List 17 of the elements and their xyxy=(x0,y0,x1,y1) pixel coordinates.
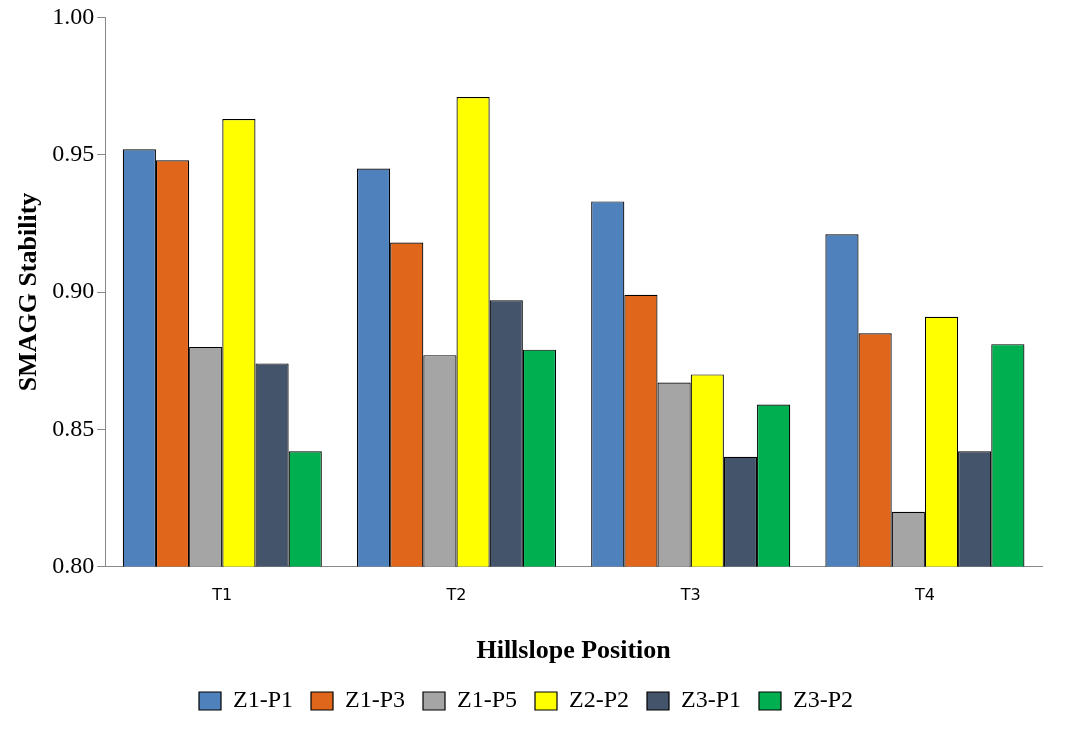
y-tick-label: 0.80 xyxy=(52,551,95,578)
legend-label: Z1-P5 xyxy=(457,686,517,713)
legend-label: Z1-P3 xyxy=(345,686,405,713)
legend-label: Z3-P2 xyxy=(793,686,853,713)
y-tick-label: 1.00 xyxy=(52,2,95,29)
y-tick-label: 0.95 xyxy=(52,140,95,166)
y-tick-label: 0.85 xyxy=(52,414,95,441)
legend-label: Z1-P1 xyxy=(233,686,293,713)
x-tick-label: T4 xyxy=(913,585,935,605)
legend-label: Z3-P1 xyxy=(681,686,741,713)
x-tick-label: T2 xyxy=(445,585,467,605)
x-tick-label: T3 xyxy=(679,585,701,605)
y-tick-label: 0.90 xyxy=(52,277,95,304)
legend-label: Z2-P2 xyxy=(569,686,629,713)
x-tick-label: T1 xyxy=(211,585,233,605)
y-axis-title: SMAGG Stability xyxy=(13,192,43,392)
x-axis-title: Hillslope Position xyxy=(476,635,672,665)
